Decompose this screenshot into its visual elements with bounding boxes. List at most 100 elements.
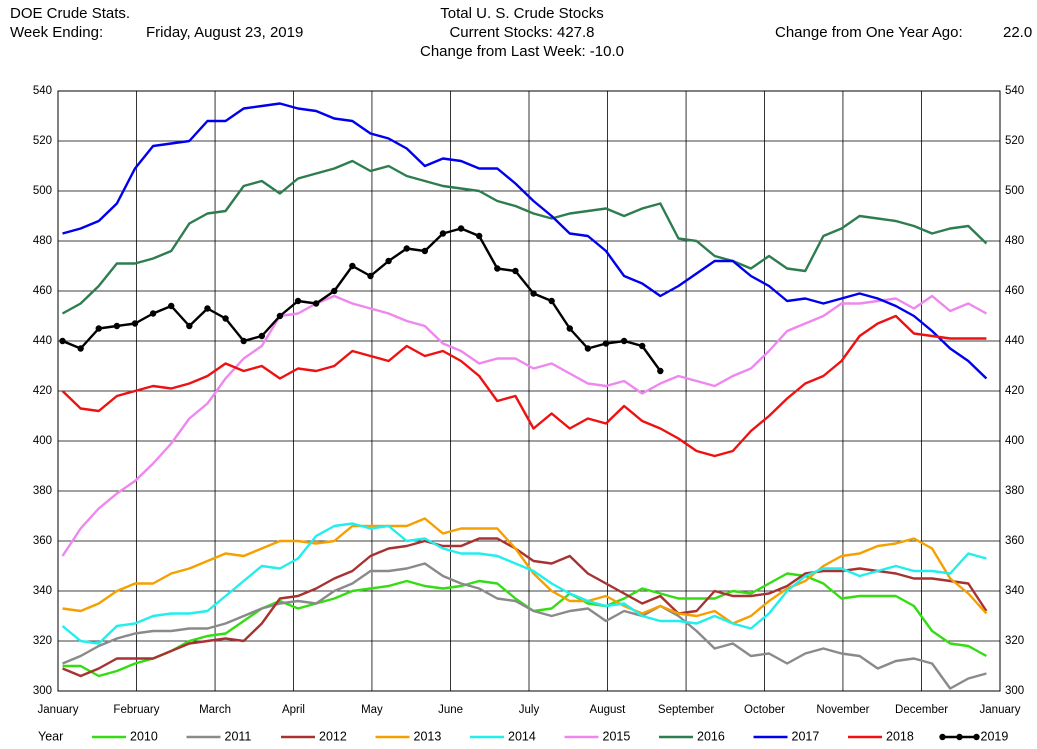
y-tick-label: 340: [33, 585, 52, 597]
legend-label: 2010: [130, 729, 158, 743]
y2-tick-label: 360: [1005, 535, 1024, 547]
x-tick-label: January: [980, 704, 1021, 716]
point: [204, 305, 211, 312]
series-line: [62, 537, 988, 678]
series-line: [61, 159, 988, 315]
point: [131, 320, 139, 327]
y-tick-label: 460: [33, 285, 52, 297]
legend-label: 2011: [225, 729, 252, 743]
point: [421, 247, 429, 255]
point: [77, 345, 84, 352]
point: [602, 340, 610, 347]
y-tick-label: 380: [33, 485, 52, 497]
series-line: [62, 572, 987, 678]
y-tick-label: 320: [33, 635, 52, 647]
point: [367, 272, 374, 280]
point: [113, 322, 121, 330]
y-tick-label: 400: [33, 435, 52, 447]
y-tick-label: 540: [33, 85, 52, 97]
y2-tick-label: 500: [1005, 185, 1024, 197]
point: [548, 297, 555, 305]
x-tick-label: September: [658, 704, 714, 716]
source-label: DOE Crude Stats.: [10, 5, 130, 22]
point: [222, 315, 229, 322]
y2-tick-label: 380: [1005, 485, 1024, 497]
point: [276, 312, 284, 320]
y-tick-label: 300: [33, 685, 52, 697]
y2-tick-label: 520: [1005, 135, 1024, 147]
x-tick-label: July: [519, 704, 540, 716]
point: [149, 310, 157, 317]
x-tick-label: October: [744, 704, 785, 716]
week-label: Week Ending:: [10, 24, 103, 41]
legend-label: 2018: [886, 729, 914, 743]
series-line: [62, 562, 987, 690]
point: [59, 337, 66, 345]
point: [403, 245, 410, 252]
y2-tick-label: 460: [1005, 285, 1024, 297]
y2-tick-label: 480: [1005, 235, 1024, 247]
point: [584, 345, 592, 352]
change-year-label: Change from One Year Ago:: [775, 24, 963, 41]
series-line: [62, 517, 988, 625]
y-tick-label: 440: [33, 335, 52, 347]
x-tick-label: November: [816, 704, 869, 716]
y2-tick-label: 400: [1005, 435, 1024, 447]
point: [331, 287, 338, 295]
series-line: [61, 314, 987, 458]
x-tick-label: August: [590, 704, 627, 716]
x-tick-label: January: [38, 704, 79, 716]
plot-frame: [57, 90, 1001, 692]
point: [294, 297, 302, 305]
point: [566, 325, 573, 332]
change-week: Change from Last Week: -10.0: [420, 43, 624, 60]
x-tick-label: April: [282, 704, 305, 716]
legend-marker: [956, 733, 963, 741]
legend-marker: [939, 733, 946, 741]
point: [312, 300, 320, 307]
current-stocks: Current Stocks: 427.8: [449, 24, 594, 41]
x-tick-label: December: [895, 704, 948, 716]
change-year-value: 22.0: [1003, 24, 1032, 41]
legend-marker: [973, 733, 980, 741]
point: [512, 267, 519, 275]
x-tick-label: February: [113, 704, 159, 716]
y2-tick-label: 340: [1005, 585, 1024, 597]
legend-label: 2016: [697, 729, 725, 743]
y-tick-label: 360: [33, 535, 52, 547]
legend-label: 2014: [508, 729, 536, 743]
legend-label: 2012: [319, 729, 347, 743]
point: [349, 262, 356, 270]
point: [240, 337, 247, 345]
legend-label: 2017: [792, 729, 820, 743]
y2-tick-label: 420: [1005, 385, 1024, 397]
x-tick-label: May: [361, 704, 383, 716]
legend-label: 2019: [981, 729, 1009, 743]
point: [439, 230, 447, 237]
y-tick-label: 500: [33, 185, 52, 197]
series-line: [62, 227, 662, 372]
point: [657, 367, 664, 375]
chart-title: Total U. S. Crude Stocks: [440, 5, 603, 22]
point: [258, 332, 265, 340]
point: [530, 290, 537, 297]
point: [95, 325, 102, 332]
y-tick-label: 480: [33, 235, 52, 247]
series-line: [61, 522, 987, 645]
legend-label: 2015: [603, 729, 631, 743]
point: [186, 322, 193, 330]
point: [639, 342, 646, 350]
y2-tick-label: 440: [1005, 335, 1024, 347]
y-tick-label: 520: [33, 135, 52, 147]
point: [494, 265, 501, 272]
legend-title: Year: [38, 729, 63, 743]
point: [168, 302, 175, 310]
y2-tick-label: 320: [1005, 635, 1024, 647]
point: [457, 225, 465, 232]
x-tick-label: March: [199, 704, 231, 716]
point: [385, 257, 392, 265]
y-tick-label: 420: [33, 385, 52, 397]
y2-tick-label: 300: [1005, 685, 1024, 697]
x-tick-label: June: [438, 704, 463, 716]
